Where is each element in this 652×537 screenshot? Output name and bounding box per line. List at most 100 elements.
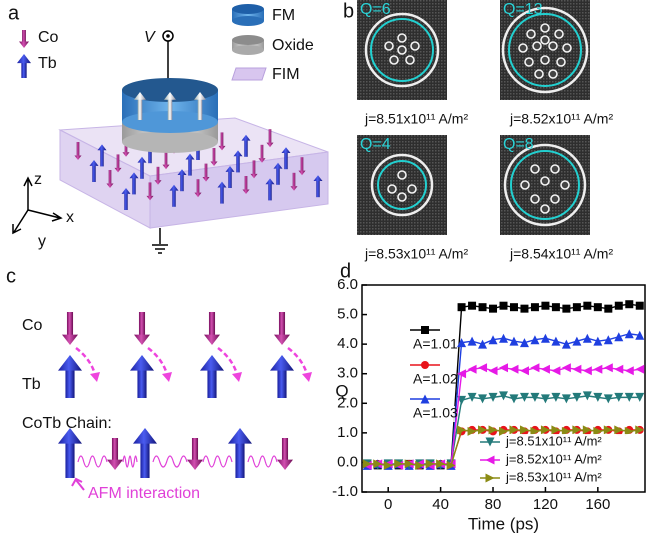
arrow-shaft [172,190,175,207]
arrow-shaft [65,370,74,398]
legend-label: A=1.01 [413,336,458,352]
arrow-shaft [140,443,149,478]
marker [594,303,602,311]
arrow-shaft [112,438,118,461]
marker [593,365,602,374]
marker [552,303,560,311]
arrow-shaft [132,177,135,194]
skyrmion [525,58,533,66]
skyrmion [408,185,416,193]
skyrmion [411,42,419,50]
skyrmion [531,165,539,173]
marker [583,334,592,343]
skyrmion [551,165,559,173]
afm-spring [153,456,187,467]
arrow-shaft [245,176,248,190]
skyrmion [390,56,398,64]
marker [636,302,644,310]
arrow-shaft [301,157,304,171]
spin-arrow [274,312,290,345]
arrow-shaft [207,370,216,398]
arrow-shaft [168,99,173,120]
skyrmion [398,34,406,42]
legend-label: Co [38,29,59,46]
arrow-shaft [21,62,26,78]
legend-marker [421,361,429,369]
arrow-head [133,428,157,444]
voltage-label: V [144,29,156,46]
skyrmion [555,30,563,38]
row-label: CoTb Chain: [22,415,112,432]
marker [614,332,623,341]
arrow-shaft [149,182,152,196]
legend-label: j=8.51x10¹¹ A/m² [505,433,602,448]
legend-marker [421,326,429,334]
arrow-head [17,54,31,63]
spin-arrow [58,355,82,398]
skyrmion [521,181,529,189]
y-tick-label: 4.0 [337,335,358,352]
arrow-shaft [165,151,168,165]
arrow-shaft [279,312,285,336]
arrow-shaft [236,155,239,172]
arrow-head [62,335,78,345]
skyrmion [398,171,406,179]
skyrmion [527,30,535,38]
skyrmion [533,42,541,50]
y-tick-label: 5.0 [337,306,358,323]
oxide-bottom [122,131,218,153]
arrow-head [187,460,203,470]
legend-label: j=8.52x10¹¹ A/m² [505,451,602,466]
row-label: Co [22,317,43,334]
arrow-head [204,335,220,345]
legend-label: Tb [38,55,57,72]
marker [572,337,581,346]
arrow-shaft [220,186,223,203]
y-tick-label: 1.0 [337,424,358,441]
marker [614,365,623,374]
marker [520,305,528,313]
skyrmion [541,177,549,185]
arrow-shaft [284,152,287,169]
spin-arrow [133,428,157,478]
spin-arrow [277,438,293,470]
afm-spring [203,456,232,467]
marker [562,340,571,349]
arrow-head [200,355,224,371]
oxide-icon-bottom [232,45,264,55]
skyrmion [541,36,549,44]
precession-head [232,372,242,382]
marker [509,365,518,374]
spin-arrow [62,312,78,345]
marker [583,302,591,310]
marker [625,366,634,375]
arrow-shaft [244,140,247,157]
fm-icon-bottom [232,16,264,26]
arrow-head [58,355,82,371]
marker [478,340,487,349]
skyrmion [388,185,396,193]
annotation: AFM interaction [88,485,200,502]
arrow-shaft [192,438,198,461]
marker [551,366,560,375]
skyrmion [406,56,414,64]
spin-arrow [107,438,123,470]
marker [541,365,550,374]
arrow-shaft [138,99,143,120]
legend-marker [486,474,495,483]
arrow-shaft [276,168,279,185]
spin-arrow [200,355,224,398]
arrow-shaft [100,149,103,166]
marker [489,305,497,313]
x-tick-label: 40 [432,496,449,513]
q-label: Q=4 [360,136,391,153]
skyrmion [519,44,527,52]
arrow-shaft [124,193,127,210]
marker [541,302,549,310]
q-label: Q=13 [503,1,543,18]
marker [583,366,592,375]
skyrmion [398,193,406,201]
legend-label: A=1.02 [413,371,458,387]
marker [479,303,487,311]
skyrmion [561,181,569,189]
